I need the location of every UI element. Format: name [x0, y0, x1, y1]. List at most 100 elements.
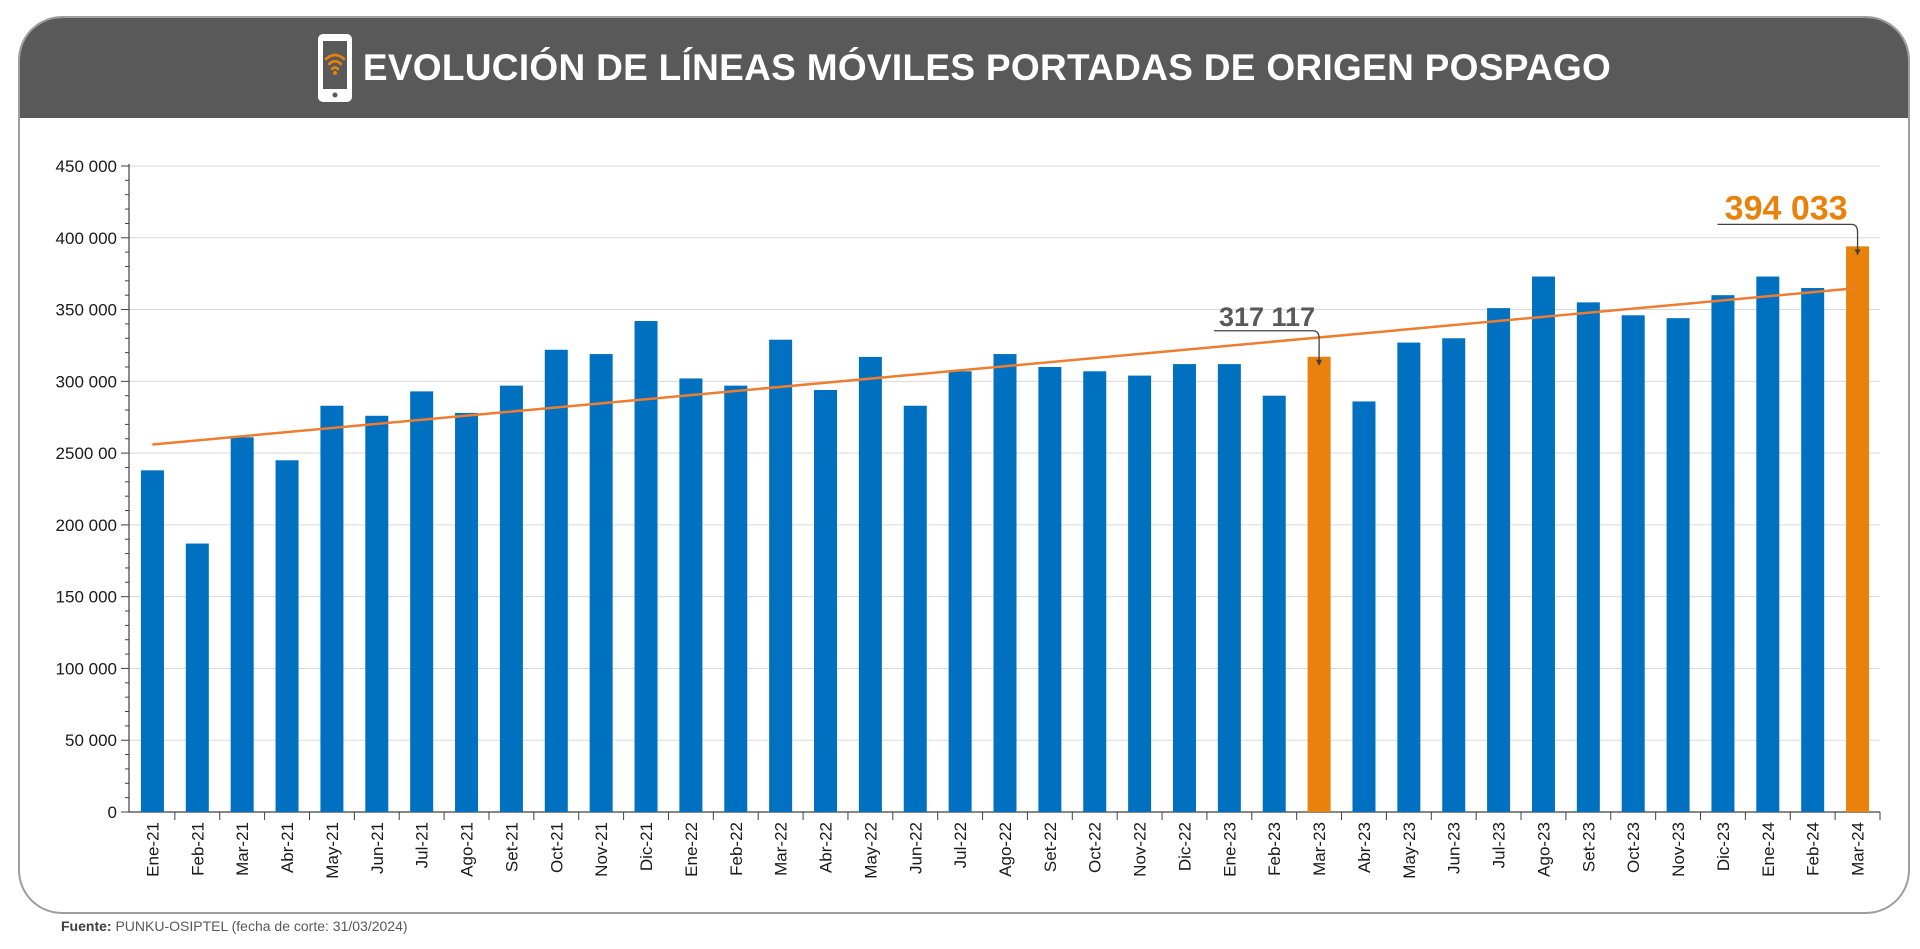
- bar-ago-22: [993, 354, 1017, 812]
- x-tick-label: Mar-21: [233, 822, 252, 876]
- x-tick-label: Jul-21: [413, 822, 432, 868]
- x-tick-label: Jun-22: [906, 822, 925, 874]
- x-tick-label: Abr-22: [817, 822, 836, 873]
- bar-nov-22: [1128, 375, 1152, 812]
- bar-jul-22: [948, 371, 972, 812]
- x-tick-label: Nov-23: [1669, 822, 1688, 877]
- x-tick-label: Set-22: [1041, 822, 1060, 872]
- y-tick-label: 150 000: [56, 588, 117, 607]
- bar-jun-21: [365, 415, 389, 812]
- bar-ene-23: [1217, 364, 1241, 812]
- bar-set-22: [1038, 366, 1062, 812]
- bar-ago-23: [1531, 276, 1555, 812]
- x-tick-label: Nov-22: [1131, 822, 1150, 877]
- bar-oct-22: [1083, 371, 1107, 812]
- x-tick-label: Feb-23: [1265, 822, 1284, 876]
- bar-ene-22: [679, 378, 703, 812]
- x-tick-label: Oct-21: [547, 822, 566, 873]
- source-label: Fuente:: [61, 918, 112, 934]
- bar-feb-24: [1801, 288, 1825, 812]
- y-tick-label: 300 000: [56, 372, 117, 391]
- bar-dic-22: [1172, 364, 1196, 812]
- x-tick-label: Feb-21: [188, 822, 207, 876]
- x-tick-label: Mar-22: [772, 822, 791, 876]
- callout-label: 394 033: [1725, 189, 1848, 227]
- x-tick-label: Nov-21: [592, 822, 611, 877]
- chart-header: EVOLUCIÓN DE LÍNEAS MÓVILES PORTADAS DE …: [20, 18, 1908, 118]
- chart-title: EVOLUCIÓN DE LÍNEAS MÓVILES PORTADAS DE …: [362, 47, 1612, 88]
- bar-may-23: [1397, 342, 1421, 812]
- bar-set-21: [499, 385, 523, 812]
- x-tick-label: Set-23: [1579, 822, 1598, 872]
- bar-oct-23: [1621, 315, 1645, 812]
- smartphone-wifi-icon: [317, 34, 352, 102]
- y-tick-label: 0: [108, 803, 117, 822]
- bar-jul-21: [410, 391, 434, 812]
- bar-set-23: [1576, 302, 1600, 812]
- bar-dic-23: [1711, 295, 1735, 812]
- x-tick-label: May-23: [1400, 822, 1419, 879]
- x-tick-label: Abr-23: [1355, 822, 1374, 873]
- x-tick-label: Feb-22: [727, 822, 746, 876]
- bar-dic-21: [634, 321, 658, 812]
- x-tick-label: Feb-24: [1804, 822, 1823, 876]
- y-tick-label: 200 000: [56, 516, 117, 535]
- callout-arrow: [1854, 249, 1861, 256]
- callout-leader: [1717, 223, 1859, 255]
- bar-nov-23: [1666, 318, 1690, 812]
- x-tick-label: Oct-22: [1086, 822, 1105, 873]
- x-tick-label: Jul-23: [1490, 822, 1509, 868]
- x-tick-label: Dic-23: [1714, 822, 1733, 871]
- bar-mar-23: [1307, 356, 1331, 812]
- y-tick-label: 450 000: [56, 157, 117, 176]
- y-tick-label: 50 000: [65, 731, 117, 750]
- bar-jun-22: [903, 405, 927, 812]
- x-tick-label: Dic-21: [637, 822, 656, 871]
- x-tick-label: Ago-23: [1534, 822, 1553, 877]
- x-tick-label: Jun-21: [368, 822, 387, 874]
- x-tick-label: May-22: [861, 822, 880, 879]
- x-tick-label: Ene-23: [1220, 822, 1239, 877]
- bar-oct-21: [544, 349, 568, 812]
- x-tick-label: Ene-22: [682, 822, 701, 877]
- y-tick-label: 100 000: [56, 659, 117, 678]
- callout-leader: [1214, 330, 1320, 365]
- source-text: PUNKU-OSIPTEL (fecha de corte: 31/03/202…: [115, 918, 408, 934]
- bar-ene-21: [140, 470, 164, 812]
- x-tick-label: Ene-24: [1759, 822, 1778, 877]
- bar-jun-23: [1442, 338, 1466, 812]
- x-tick-label: Ene-21: [143, 822, 162, 877]
- x-tick-label: Ago-21: [458, 822, 477, 877]
- bar-abr-21: [275, 460, 299, 812]
- x-tick-label: Oct-23: [1624, 822, 1643, 873]
- callout-arrow: [1316, 359, 1323, 366]
- y-tick-label: 400 000: [56, 229, 117, 248]
- bar-may-22: [858, 356, 882, 812]
- bar-mar-21: [230, 437, 254, 812]
- bar-ene-24: [1756, 276, 1780, 812]
- x-tick-label: Jun-23: [1445, 822, 1464, 874]
- bar-jul-23: [1487, 308, 1511, 812]
- bar-feb-23: [1262, 395, 1286, 812]
- x-tick-label: Abr-21: [278, 822, 297, 873]
- x-tick-label: Mar-23: [1310, 822, 1329, 876]
- x-tick-label: Jul-22: [951, 822, 970, 868]
- source-note: Fuente: PUNKU-OSIPTEL (fecha de corte: 3…: [61, 918, 408, 934]
- y-tick-label: 2500 00: [56, 444, 117, 463]
- bar-feb-22: [724, 385, 748, 812]
- y-tick-label: 350 000: [56, 301, 117, 320]
- bar-nov-21: [589, 354, 613, 812]
- bar-abr-22: [814, 389, 838, 812]
- x-tick-label: Mar-24: [1849, 822, 1868, 876]
- bar-may-21: [320, 405, 344, 812]
- x-tick-label: May-21: [323, 822, 342, 879]
- x-tick-label: Dic-22: [1175, 822, 1194, 871]
- x-tick-label: Set-21: [502, 822, 521, 872]
- bar-mar-24: [1846, 246, 1870, 812]
- bar-abr-23: [1352, 401, 1376, 812]
- bar-mar-22: [769, 339, 793, 812]
- x-tick-label: Ago-22: [996, 822, 1015, 877]
- bar-feb-21: [185, 543, 209, 812]
- trend-line: [152, 286, 1858, 446]
